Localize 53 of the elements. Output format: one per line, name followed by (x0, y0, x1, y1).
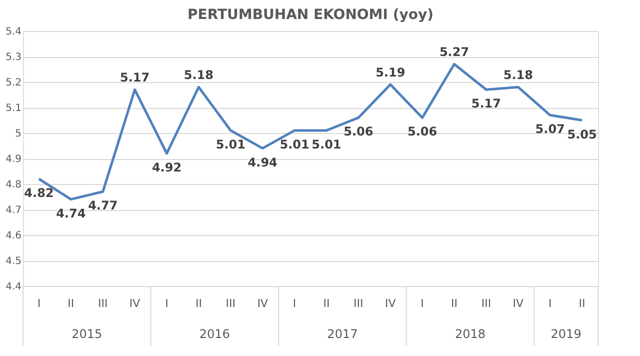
text: 2018 (454, 327, 486, 341)
x-tick-label: IV (512, 297, 524, 310)
y-tick-label: 5.2 (6, 78, 22, 88)
data-label: 5.18 (184, 68, 214, 82)
y-tick-label: 4.4 (6, 282, 22, 292)
data-label: 5.19 (376, 66, 406, 80)
data-label: 5.17 (471, 96, 501, 111)
y-tick-label: 5.1 (6, 103, 22, 114)
data-label: 4.74 (56, 206, 86, 220)
data-label: 5.17 (120, 70, 150, 85)
y-tick-label: 5.4 (6, 26, 22, 38)
y-tick-label: 4.5 (6, 256, 22, 267)
x-tick-label: I (548, 297, 552, 310)
chart-title: PERTUMBUHAN EKONOMI (yoy) (188, 7, 434, 23)
text: 2015 (72, 327, 102, 341)
x-tick-label: III (481, 297, 492, 310)
data-label: 4.82 (24, 186, 54, 200)
y-tick-label: 4.9 (6, 154, 22, 165)
x-tick-label: III (354, 297, 364, 310)
x-tick-label: I (165, 297, 168, 310)
y-tick-label: 5 (15, 128, 22, 140)
data-label: 5.01 (280, 137, 310, 152)
data-label: 5.06 (344, 124, 374, 139)
data-label: 5.18 (503, 68, 533, 82)
x-tick-label: I (37, 297, 41, 310)
x-tick-label: IV (129, 297, 141, 310)
x-tick-label: II (323, 297, 330, 310)
x-tick-label: III (226, 297, 236, 310)
x-tick-label: II (195, 297, 202, 310)
y-tick-label: 5.3 (6, 52, 22, 63)
x-tick-label: II (451, 297, 458, 310)
data-label: 4.77 (88, 198, 118, 213)
data-label: 5.27 (439, 45, 470, 60)
data-label: 5.07 (535, 122, 565, 136)
data-label: 5.06 (408, 124, 438, 139)
x-tick-label: III (98, 297, 108, 310)
x-tick-label: IV (384, 297, 396, 310)
data-label: 5.05 (567, 127, 597, 142)
x-tick-label: II (68, 297, 74, 310)
y-tick-label: 4.8 (6, 180, 22, 190)
x-tick-label: II (578, 297, 586, 310)
text: 2019 (550, 327, 582, 341)
x-tick-label: I (292, 297, 296, 310)
text: 2016 (199, 327, 230, 341)
x-tick-label: IV (257, 297, 268, 310)
text: 2017 (327, 327, 358, 341)
data-label: 5.01 (312, 137, 342, 152)
data-label: 5.01 (216, 137, 246, 152)
data-label: 4.94 (248, 155, 278, 170)
x-tick-label: I (420, 297, 424, 310)
y-tick-label: 4.7 (6, 205, 22, 216)
y-tick-label: 4.6 (6, 230, 22, 242)
data-label: 4.92 (152, 160, 182, 174)
